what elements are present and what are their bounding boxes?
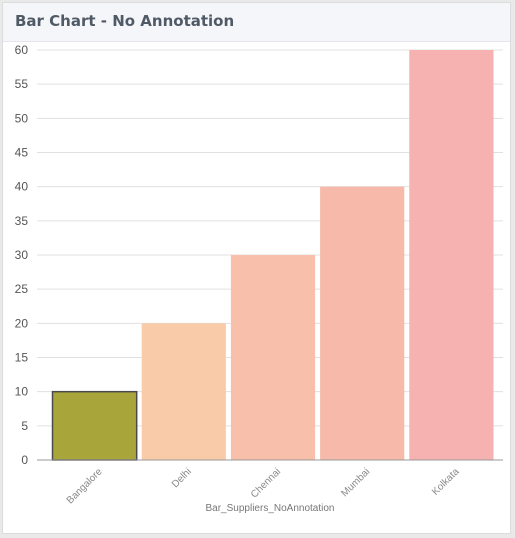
y-tick-label: 5 — [21, 419, 28, 433]
x-axis-label: Bar_Suppliers_NoAnnotation — [206, 503, 335, 514]
y-tick-label: 50 — [15, 111, 29, 125]
card-title: Bar Chart - No Annotation — [15, 12, 235, 30]
bar-delhi[interactable] — [141, 323, 226, 460]
y-tick-label: 0 — [21, 453, 28, 467]
y-tick-label: 25 — [15, 282, 29, 296]
card-header: Bar Chart - No Annotation — [3, 3, 510, 42]
y-axis-ticks: 0 5 10 15 20 25 30 35 40 45 50 55 60 — [15, 43, 29, 467]
y-tick-label: 60 — [15, 43, 29, 57]
y-tick-label: 20 — [15, 316, 29, 330]
bars — [51, 50, 494, 461]
bar-chennai[interactable] — [230, 255, 316, 460]
y-tick-label: 55 — [15, 77, 29, 91]
bar-mumbai[interactable] — [320, 186, 405, 460]
x-tick-label: Chennai — [249, 466, 283, 500]
bar-bangalore[interactable] — [51, 390, 138, 461]
y-tick-label: 45 — [15, 146, 29, 160]
x-tick-label: Delhi — [170, 466, 194, 490]
y-tick-label: 35 — [15, 214, 29, 228]
bar-kolkata[interactable] — [409, 50, 494, 460]
y-tick-label: 40 — [15, 180, 29, 194]
x-tick-label: Kolkata — [430, 466, 462, 498]
x-tick-label: Mumbai — [339, 466, 372, 499]
x-tick-label: Bangalore — [65, 466, 105, 506]
y-tick-label: 15 — [15, 351, 29, 365]
y-tick-label: 30 — [15, 248, 29, 262]
y-tick-label: 10 — [15, 385, 29, 399]
x-axis-ticks: Bangalore Delhi Chennai Mumbai Kolkata — [65, 466, 462, 506]
